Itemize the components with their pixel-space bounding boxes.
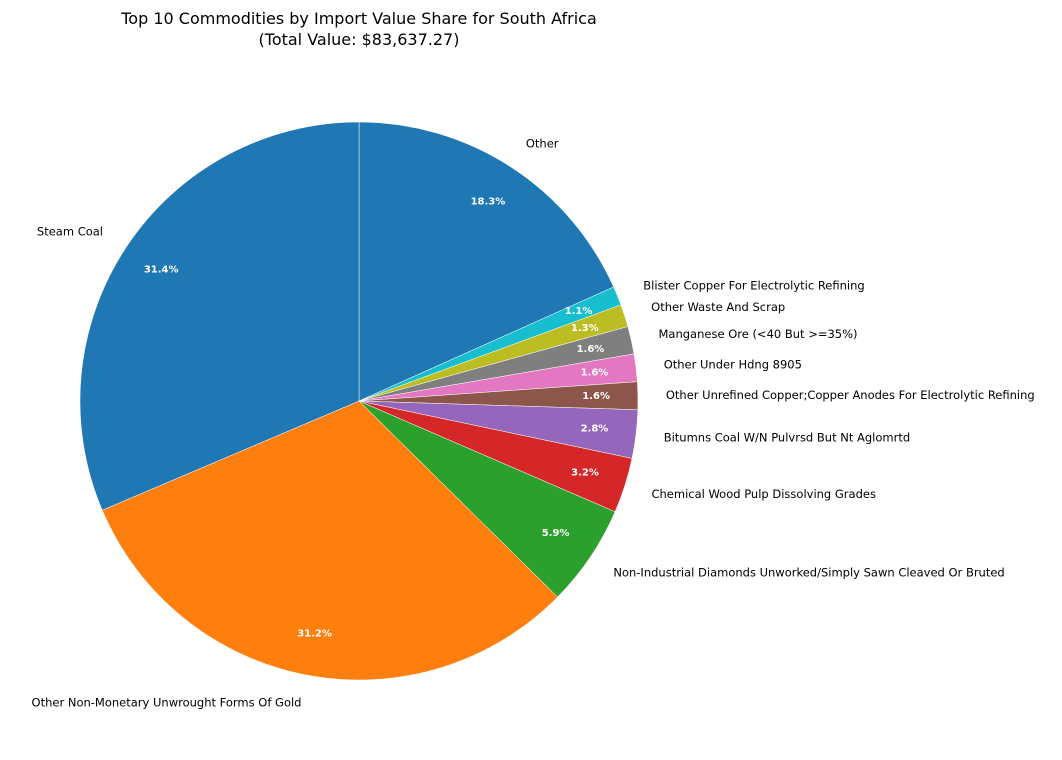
pie-percent-labels: 18.3% 1.1% 1.3% 1.6% 1.6% 1.6% 2.8% 3.2% 5.9% 31.…: [144, 196, 610, 639]
pie-percent-label: 1.3%: [571, 323, 599, 334]
pie-percent-label: 18.3%: [471, 196, 506, 207]
pie-category-label: Other Unrefined Copper;Copper Anodes For…: [666, 388, 1035, 402]
pie-slices: [79, 121, 639, 681]
pie-category-label: Other: [526, 136, 559, 150]
pie-category-label: Bitumns Coal W/N Pulvrsd But Nt Aglomrtd: [664, 431, 910, 445]
pie-category-label: Chemical Wood Pulp Dissolving Grades: [651, 487, 875, 501]
pie-percent-label: 31.4%: [144, 265, 179, 276]
pie-slice-other-non-monetary-unwrought-forms-of-gold: [101, 400, 558, 681]
pie-percent-label: 1.6%: [581, 367, 609, 378]
pie-percent-label: 2.8%: [581, 424, 609, 435]
pie-category-labels: Other Blister Copper For Electrolytic Ref…: [32, 136, 1035, 709]
pie-category-label: Other Under Hdng 8905: [664, 357, 802, 371]
pie-category-label: Blister Copper For Electrolytic Refining: [643, 278, 864, 292]
pie-percent-label: 3.2%: [571, 467, 599, 478]
pie-category-label: Steam Coal: [37, 225, 103, 239]
chart-title: Top 10 Commodities by Import Value Share…: [120, 9, 597, 28]
pie-category-label: Other Waste And Scrap: [651, 300, 785, 314]
pie-slice-other: [358, 121, 614, 402]
pie-percent-label: 1.6%: [582, 391, 610, 402]
pie-percent-label: 31.2%: [297, 628, 332, 639]
pie-percent-label: 5.9%: [542, 528, 570, 539]
pie-percent-label: 1.6%: [577, 344, 605, 355]
chart-subtitle: (Total Value: $83,637.27): [259, 30, 460, 49]
pie-category-label: Non-Industrial Diamonds Unworked/Simply …: [613, 566, 1004, 580]
pie-slice-steam-coal: [79, 121, 360, 511]
pie-category-label: Other Non-Monetary Unwrought Forms Of Go…: [32, 695, 302, 709]
pie-percent-label: 1.1%: [565, 306, 593, 317]
pie-category-label: Manganese Ore (<40 But >=35%): [659, 327, 858, 341]
